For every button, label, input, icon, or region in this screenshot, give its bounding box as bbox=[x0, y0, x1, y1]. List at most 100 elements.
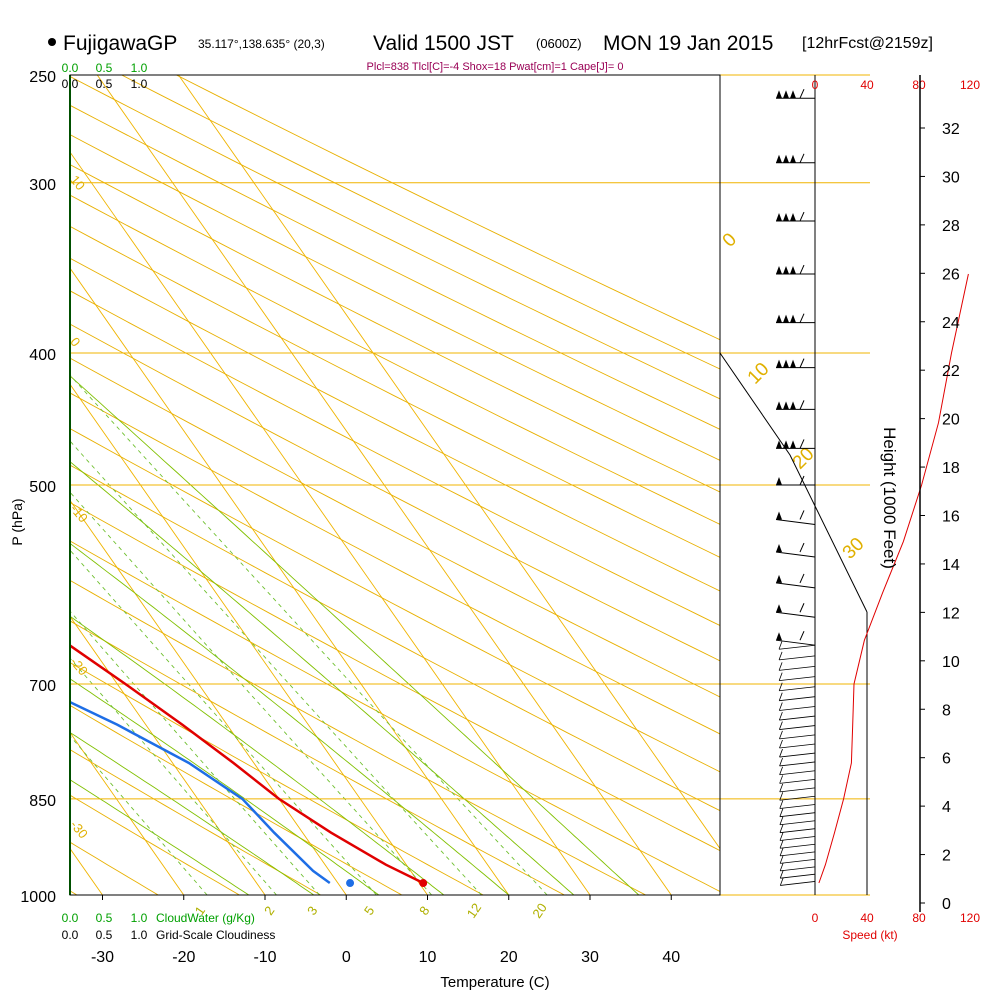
cloud-sub-tick: 1.0 bbox=[131, 77, 148, 91]
wind-speed-top-tick: 0 bbox=[812, 78, 819, 92]
wind-barb-staff bbox=[779, 836, 816, 841]
dry-adiabat-label: 10 bbox=[744, 359, 774, 389]
wind-barb-feather bbox=[779, 877, 784, 886]
cloudiness-bottom-label: 1.0 bbox=[131, 928, 148, 942]
wind-barb-feather bbox=[779, 792, 784, 801]
mixing-ratio-label: 8 bbox=[416, 903, 432, 918]
cloud-water-bottom-label: 1.0 bbox=[131, 911, 148, 925]
wind-barb-flag bbox=[790, 401, 796, 410]
temperature-profile-line bbox=[70, 644, 424, 885]
wind-barb-staff bbox=[778, 644, 816, 650]
wind-barb-staff bbox=[775, 582, 816, 589]
wind-barb-staff bbox=[779, 828, 816, 834]
wind-barb-flag bbox=[783, 266, 789, 275]
wind-barb-feather bbox=[799, 358, 805, 368]
wind-barb-flag bbox=[790, 90, 796, 99]
dry-adiabat-line bbox=[70, 76, 720, 400]
wind-speed-top-tick: 120 bbox=[960, 78, 980, 92]
height-tick-label: 32 bbox=[942, 121, 960, 138]
mixing-ratio-line bbox=[70, 440, 482, 895]
wind-barb-staff bbox=[779, 752, 816, 758]
surface-dewpoint-point bbox=[346, 879, 355, 888]
wind-barb-staff bbox=[779, 665, 816, 671]
cloud-top-tick: 0.0 bbox=[62, 61, 79, 75]
wind-barb-feather bbox=[779, 730, 783, 740]
wind-barb-staff bbox=[779, 804, 816, 809]
pressure-tick-label: 1000 bbox=[20, 889, 56, 906]
wind-barb-feather bbox=[778, 641, 783, 650]
x-tick-label: 30 bbox=[581, 949, 599, 966]
forecast-label: [12hrFcst@2159z] bbox=[802, 35, 933, 52]
wind-barb-feather bbox=[779, 824, 784, 833]
wind-barb-feather bbox=[778, 692, 783, 701]
wind-barb-feather bbox=[778, 662, 783, 671]
wind-speed-profile-line bbox=[818, 273, 969, 884]
wind-barb-flag bbox=[783, 314, 789, 323]
wind-barb-feather bbox=[799, 603, 805, 613]
wind-barb-flag bbox=[776, 90, 782, 99]
wind-barb-feather bbox=[779, 847, 784, 857]
plot-frame bbox=[69, 74, 721, 896]
wind-barb-flag bbox=[790, 314, 796, 323]
wind-speed-top-tick: 40 bbox=[860, 78, 874, 92]
height-tick-label: 30 bbox=[942, 169, 960, 186]
wind-barb-flag bbox=[776, 477, 782, 485]
wind-barb-feather bbox=[779, 748, 783, 758]
x-tick-label: 40 bbox=[662, 949, 680, 966]
dry-adiabat-line bbox=[70, 620, 565, 895]
wind-barb-staff bbox=[779, 761, 816, 767]
pressure-tick-label: 400 bbox=[29, 347, 56, 364]
wind-barb-staff bbox=[779, 655, 816, 661]
y-axis-title: P (hPa) bbox=[9, 498, 25, 545]
wind-barb-staff bbox=[775, 639, 816, 646]
moist-adiabat-line bbox=[70, 731, 315, 895]
wind-barb-feather bbox=[779, 808, 784, 817]
dry-adiabat-line bbox=[70, 464, 720, 812]
pressure-tick-label: 250 bbox=[29, 69, 56, 86]
height-tick-label: 6 bbox=[942, 751, 951, 768]
wind-barb-feather bbox=[799, 88, 805, 99]
wind-barb-flag bbox=[776, 544, 782, 553]
wind-barb-flag bbox=[776, 604, 782, 613]
wind-barb-flag bbox=[776, 154, 782, 163]
cloud-top-tick: 0.5 bbox=[96, 61, 113, 75]
wind-barb-staff bbox=[775, 551, 816, 558]
wind-barb-feather bbox=[779, 870, 784, 879]
wind-barb-flag bbox=[790, 213, 796, 222]
mixing-ratio-line bbox=[70, 491, 433, 895]
wind-barb-staff bbox=[779, 686, 816, 692]
cloud-sub-tick: 0.5 bbox=[96, 77, 113, 91]
mixing-ratio-line bbox=[70, 657, 277, 895]
wind-barb-feather bbox=[778, 682, 783, 691]
wind-barb-feather bbox=[779, 832, 784, 841]
wind-barb-feather bbox=[778, 711, 783, 721]
mixing-ratio-label: 20 bbox=[529, 900, 550, 920]
height-tick-label: 4 bbox=[942, 799, 951, 816]
dry-adiabat-line bbox=[70, 749, 321, 895]
wind-barb-feather bbox=[799, 573, 805, 584]
wind-barb-feather bbox=[779, 816, 784, 825]
wind-barb-feather bbox=[779, 757, 783, 767]
cloudiness-bottom-label: 0.0 bbox=[62, 928, 79, 942]
wind-speed-bottom-tick: 0 bbox=[812, 911, 819, 925]
wind-barb-flag bbox=[776, 401, 782, 410]
wind-barb-staff bbox=[775, 611, 816, 618]
wind-barb-staff bbox=[779, 787, 816, 793]
wind-barb-flag bbox=[776, 314, 782, 323]
dry-adiabat-line bbox=[70, 290, 720, 627]
wind-barb-feather bbox=[779, 840, 784, 849]
dry-adiabat-line bbox=[70, 357, 720, 698]
cloudiness-bottom-label: Grid-Scale Cloudiness bbox=[156, 928, 275, 942]
dry-adiabat-line bbox=[70, 392, 720, 735]
pressure-tick-label: 850 bbox=[29, 793, 56, 810]
wind-barb-feather bbox=[779, 855, 784, 864]
wind-barb-staff bbox=[779, 743, 816, 749]
wind-barb-staff bbox=[780, 851, 816, 857]
x-tick-label: 0 bbox=[342, 949, 351, 966]
dry-adiabat-label: 0 bbox=[719, 229, 741, 251]
x-axis-title: Temperature (C) bbox=[440, 974, 549, 991]
height-tick-label: 8 bbox=[942, 702, 951, 719]
wind-barb-staff bbox=[779, 715, 816, 721]
x-tick-label: -10 bbox=[253, 949, 276, 966]
